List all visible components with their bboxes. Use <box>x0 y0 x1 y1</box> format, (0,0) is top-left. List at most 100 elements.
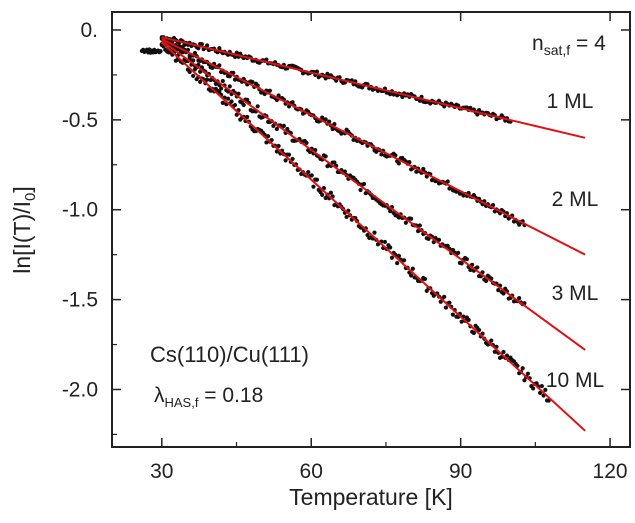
data-point <box>407 160 412 165</box>
data-point <box>361 181 367 187</box>
data-point <box>267 88 272 93</box>
data-point <box>311 184 316 189</box>
data-point <box>442 294 447 299</box>
data-point <box>414 169 419 174</box>
data-point <box>464 257 469 262</box>
data-point <box>501 291 506 296</box>
annotation-system: Cs(110)/Cu(111) <box>150 342 309 367</box>
series-label: 3 ML <box>552 282 599 305</box>
x-tick-label: 30 <box>150 460 173 483</box>
data-point <box>426 236 431 242</box>
data-point <box>525 371 530 376</box>
data-point <box>245 114 250 120</box>
data-point <box>180 44 185 49</box>
data-point <box>220 100 225 105</box>
series-label: 10 ML <box>546 369 604 392</box>
data-point <box>285 126 290 132</box>
data-point <box>379 152 384 157</box>
data-point <box>396 161 401 166</box>
data-point <box>483 278 489 284</box>
data-point <box>436 237 442 242</box>
data-point <box>476 327 482 333</box>
annotation-lambda: λHAS,f = 0.18 <box>154 384 263 410</box>
series-label: 2 ML <box>552 188 599 211</box>
data-point <box>543 387 548 392</box>
data-point <box>290 100 295 105</box>
data-point <box>187 69 192 75</box>
data-point <box>217 63 222 68</box>
fit-line <box>161 36 586 139</box>
data-point <box>443 305 449 310</box>
data-point <box>229 99 234 104</box>
data-point <box>274 149 279 154</box>
data-point <box>396 253 401 258</box>
data-point <box>276 143 281 149</box>
data-point <box>539 383 544 389</box>
data-point <box>255 104 260 109</box>
y-tick-label: -1.5 <box>62 289 98 312</box>
data-point <box>372 230 377 235</box>
data-point <box>422 276 428 282</box>
annotation-nsat: nsat,f = 4 <box>532 32 606 58</box>
fit-line <box>161 38 586 256</box>
data-point <box>475 265 480 270</box>
data-point <box>492 349 497 354</box>
y-tick-label: -2.0 <box>62 378 98 401</box>
data-point <box>245 97 250 102</box>
y-tick-label: -1.0 <box>62 199 98 222</box>
data-point <box>314 69 320 74</box>
data-point <box>192 67 198 72</box>
data-point <box>198 79 203 84</box>
data-point <box>286 152 292 157</box>
data-point <box>468 267 473 273</box>
data-point <box>389 255 395 260</box>
data-point <box>236 91 241 96</box>
data-point <box>459 319 464 324</box>
data-point <box>323 117 328 122</box>
data-point <box>456 250 461 255</box>
data-point <box>400 94 405 100</box>
data-point <box>496 287 501 293</box>
data-point <box>520 366 525 371</box>
fit-line <box>161 41 586 432</box>
data-point <box>445 179 450 184</box>
y-axis-title: ln[I(T)/I0] <box>9 186 39 274</box>
data-point <box>325 71 330 76</box>
data-point <box>489 338 494 343</box>
data-point <box>158 49 163 54</box>
data-point <box>388 245 393 250</box>
data-point <box>283 158 288 163</box>
y-tick-label: 0. <box>80 19 98 42</box>
data-point <box>290 156 295 162</box>
data-point <box>344 214 349 220</box>
data-point <box>395 261 400 266</box>
data-point <box>281 123 286 128</box>
data-point <box>501 349 506 355</box>
x-tick-label: 120 <box>593 460 628 483</box>
data-point <box>471 330 476 336</box>
series-labels: 1 ML 2 ML 3 ML 10 ML <box>546 90 604 392</box>
data-point <box>408 273 414 278</box>
ticks: 30 60 90 120 0. -0.5 -1.0 -1.5 -2.0 <box>62 12 630 483</box>
data-point <box>332 160 337 165</box>
data-point <box>330 126 335 132</box>
data-point <box>388 208 393 214</box>
data-point <box>264 57 269 62</box>
data-point <box>241 102 246 108</box>
data-point <box>196 46 201 51</box>
data-point <box>466 317 471 322</box>
data-point <box>266 134 271 139</box>
data-point <box>323 195 328 201</box>
data-point <box>220 78 225 84</box>
data-point <box>421 166 426 172</box>
data-point <box>522 378 527 383</box>
data-point <box>517 296 522 301</box>
data-point <box>314 177 320 182</box>
plot-frame <box>111 11 631 448</box>
data-point <box>417 223 422 228</box>
data-point <box>402 258 407 263</box>
data-point <box>320 192 325 197</box>
data-point <box>225 96 231 101</box>
data-point <box>447 300 452 305</box>
